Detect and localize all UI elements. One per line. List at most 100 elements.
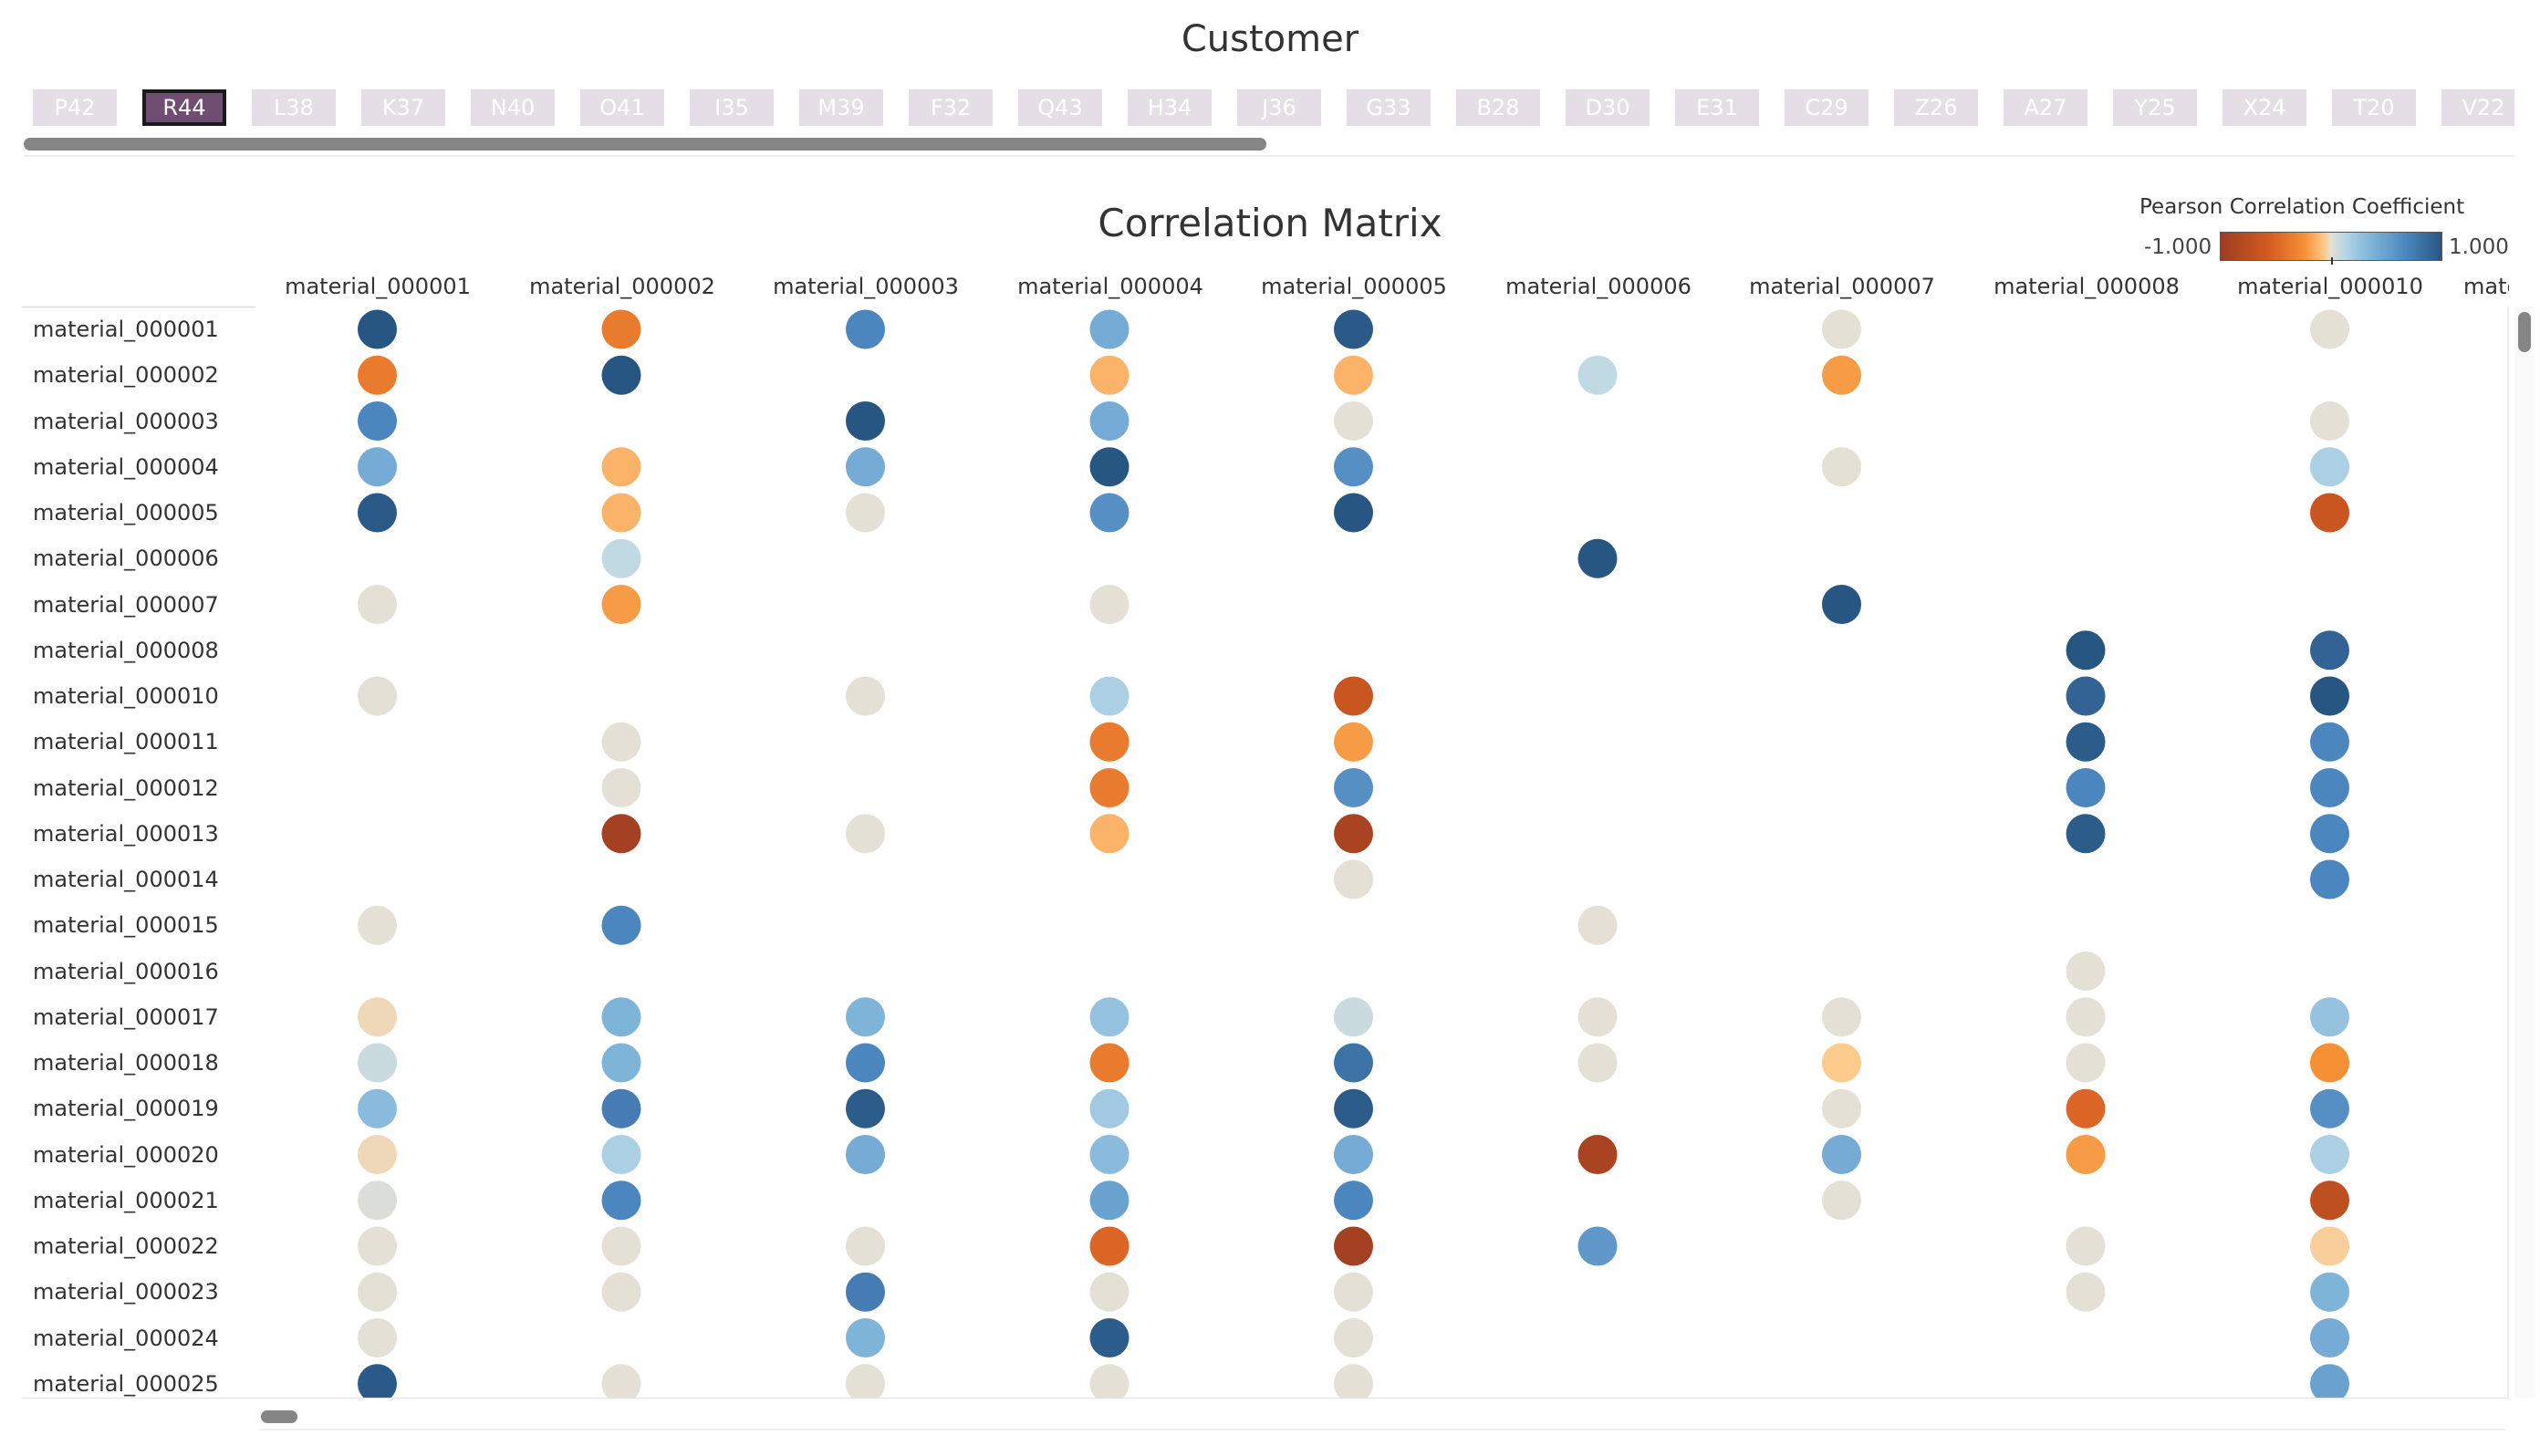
- vertical-scroll-thumb[interactable]: [2518, 312, 2531, 352]
- correlation-cell-11-8[interactable]: [2066, 768, 2106, 807]
- correlation-cell-19-7[interactable]: [1822, 1135, 1861, 1174]
- correlation-cell-19-8[interactable]: [2066, 1135, 2106, 1174]
- correlation-cell-9-1[interactable]: [358, 676, 397, 716]
- correlation-cell-19-2[interactable]: [601, 1135, 641, 1174]
- correlation-cell-12-5[interactable]: [1334, 814, 1373, 854]
- correlation-cell-11-2[interactable]: [601, 768, 641, 807]
- correlation-cell-5-9[interactable]: [2310, 493, 2349, 533]
- correlation-cell-2-1[interactable]: [358, 355, 397, 395]
- correlation-cell-1-2[interactable]: [601, 309, 641, 349]
- customer-tab-n40[interactable]: N40: [471, 89, 555, 126]
- customer-tab-x24[interactable]: X24: [2222, 89, 2306, 126]
- correlation-cell-17-2[interactable]: [601, 1043, 641, 1083]
- correlation-cell-7-7[interactable]: [1822, 585, 1861, 624]
- correlation-cell-5-4[interactable]: [1089, 493, 1129, 533]
- correlation-cell-11-9[interactable]: [2310, 768, 2349, 807]
- correlation-cell-23-1[interactable]: [358, 1318, 397, 1357]
- correlation-cell-20-2[interactable]: [601, 1180, 641, 1221]
- correlation-cell-5-2[interactable]: [601, 493, 641, 533]
- correlation-cell-24-1[interactable]: [358, 1364, 397, 1398]
- correlation-cell-3-1[interactable]: [358, 401, 397, 441]
- correlation-cell-22-2[interactable]: [601, 1272, 641, 1312]
- correlation-cell-19-6[interactable]: [1577, 1135, 1618, 1174]
- correlation-cell-19-1[interactable]: [358, 1135, 397, 1174]
- correlation-cell-2-6[interactable]: [1577, 355, 1618, 395]
- correlation-cell-11-4[interactable]: [1089, 768, 1129, 807]
- correlation-cell-23-5[interactable]: [1334, 1318, 1373, 1357]
- correlation-cell-22-5[interactable]: [1334, 1272, 1373, 1312]
- correlation-cell-20-7[interactable]: [1822, 1180, 1861, 1221]
- correlation-cell-22-3[interactable]: [846, 1272, 885, 1312]
- customer-tab-i35[interactable]: I35: [690, 89, 774, 126]
- correlation-cell-14-2[interactable]: [601, 905, 641, 945]
- correlation-cell-23-3[interactable]: [846, 1318, 885, 1357]
- customer-tab-k37[interactable]: K37: [361, 89, 445, 126]
- correlation-cell-16-1[interactable]: [358, 997, 397, 1037]
- correlation-cell-24-3[interactable]: [846, 1364, 885, 1398]
- customer-tab-l38[interactable]: L38: [252, 89, 336, 126]
- correlation-cell-21-1[interactable]: [358, 1226, 397, 1266]
- correlation-cell-2-4[interactable]: [1089, 355, 1129, 395]
- correlation-cell-21-9[interactable]: [2310, 1226, 2349, 1266]
- correlation-cell-3-5[interactable]: [1334, 401, 1373, 441]
- correlation-cell-24-5[interactable]: [1334, 1364, 1373, 1398]
- correlation-cell-15-8[interactable]: [2066, 952, 2106, 991]
- customer-tab-z26[interactable]: Z26: [1894, 89, 1978, 126]
- correlation-cell-5-5[interactable]: [1334, 493, 1373, 533]
- correlation-cell-17-6[interactable]: [1577, 1043, 1618, 1083]
- correlation-cell-10-5[interactable]: [1334, 722, 1373, 762]
- correlation-cell-5-1[interactable]: [358, 493, 397, 533]
- customer-tab-j36[interactable]: J36: [1237, 89, 1321, 126]
- correlation-cell-12-9[interactable]: [2310, 814, 2349, 854]
- correlation-cell-10-2[interactable]: [601, 722, 641, 762]
- correlation-cell-8-8[interactable]: [2066, 630, 2106, 671]
- customer-tab-v22[interactable]: V22: [2441, 89, 2514, 126]
- correlation-cell-1-4[interactable]: [1089, 309, 1129, 349]
- correlation-cell-1-1[interactable]: [358, 309, 397, 349]
- correlation-cell-22-9[interactable]: [2310, 1272, 2349, 1312]
- correlation-cell-21-8[interactable]: [2066, 1226, 2106, 1266]
- correlation-cell-18-8[interactable]: [2066, 1088, 2106, 1128]
- correlation-cell-2-7[interactable]: [1822, 355, 1861, 395]
- correlation-cell-12-3[interactable]: [846, 814, 885, 854]
- customer-tab-f32[interactable]: F32: [909, 89, 993, 126]
- correlation-cell-4-5[interactable]: [1334, 447, 1373, 487]
- correlation-cell-23-4[interactable]: [1089, 1318, 1129, 1357]
- customer-tab-m39[interactable]: M39: [799, 89, 883, 126]
- correlation-cell-18-5[interactable]: [1334, 1088, 1373, 1128]
- correlation-cell-12-2[interactable]: [601, 814, 641, 854]
- horizontal-scroll-thumb[interactable]: [261, 1410, 297, 1423]
- correlation-cell-9-3[interactable]: [846, 676, 885, 716]
- customer-tab-h34[interactable]: H34: [1128, 89, 1212, 126]
- correlation-cell-4-1[interactable]: [358, 447, 397, 487]
- correlation-cell-17-9[interactable]: [2310, 1043, 2349, 1083]
- correlation-cell-3-9[interactable]: [2310, 401, 2349, 441]
- correlation-cell-22-1[interactable]: [358, 1272, 397, 1312]
- correlation-cell-19-5[interactable]: [1334, 1135, 1373, 1174]
- correlation-cell-22-8[interactable]: [2066, 1272, 2106, 1312]
- correlation-cell-20-1[interactable]: [358, 1180, 397, 1221]
- correlation-cell-18-4[interactable]: [1089, 1088, 1129, 1128]
- correlation-cell-12-8[interactable]: [2066, 814, 2106, 854]
- correlation-cell-4-3[interactable]: [846, 447, 885, 487]
- correlation-cell-17-7[interactable]: [1822, 1043, 1861, 1083]
- correlation-cell-16-6[interactable]: [1577, 997, 1618, 1037]
- correlation-cell-19-4[interactable]: [1089, 1135, 1129, 1174]
- correlation-cell-19-3[interactable]: [846, 1135, 885, 1174]
- customer-tab-e31[interactable]: E31: [1675, 89, 1759, 126]
- tab-strip-scroll-thumb[interactable]: [24, 138, 1266, 151]
- customer-tab-q43[interactable]: Q43: [1018, 89, 1102, 126]
- correlation-cell-14-1[interactable]: [358, 905, 397, 945]
- correlation-cell-24-2[interactable]: [601, 1364, 641, 1398]
- correlation-cell-24-9[interactable]: [2310, 1364, 2349, 1398]
- correlation-cell-4-9[interactable]: [2310, 447, 2349, 487]
- correlation-cell-8-9[interactable]: [2310, 630, 2349, 671]
- correlation-cell-7-4[interactable]: [1089, 585, 1129, 624]
- correlation-cell-18-3[interactable]: [846, 1088, 885, 1128]
- correlation-cell-9-5[interactable]: [1334, 676, 1373, 716]
- customer-tab-d30[interactable]: D30: [1566, 89, 1650, 126]
- correlation-cell-24-4[interactable]: [1089, 1364, 1129, 1398]
- correlation-cell-16-5[interactable]: [1334, 997, 1373, 1037]
- correlation-cell-2-2[interactable]: [601, 355, 641, 395]
- correlation-cell-7-1[interactable]: [358, 585, 397, 624]
